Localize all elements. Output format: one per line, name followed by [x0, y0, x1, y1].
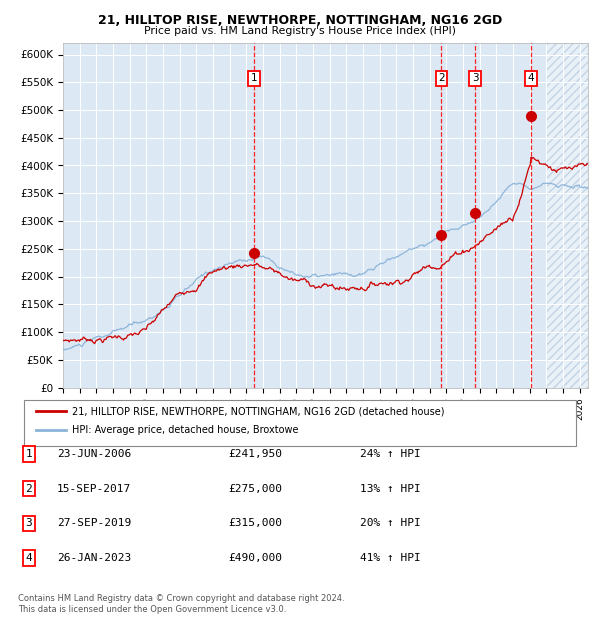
- Text: This data is licensed under the Open Government Licence v3.0.: This data is licensed under the Open Gov…: [18, 604, 286, 614]
- Text: £241,950: £241,950: [228, 449, 282, 459]
- Text: 23-JUN-2006: 23-JUN-2006: [57, 449, 131, 459]
- Text: 24% ↑ HPI: 24% ↑ HPI: [360, 449, 421, 459]
- Text: 26-JAN-2023: 26-JAN-2023: [57, 553, 131, 563]
- Text: £490,000: £490,000: [228, 553, 282, 563]
- Text: 1: 1: [251, 73, 257, 83]
- Text: 20% ↑ HPI: 20% ↑ HPI: [360, 518, 421, 528]
- Text: 27-SEP-2019: 27-SEP-2019: [57, 518, 131, 528]
- Text: 2: 2: [438, 73, 445, 83]
- Text: £315,000: £315,000: [228, 518, 282, 528]
- Text: 1: 1: [25, 449, 32, 459]
- Text: Contains HM Land Registry data © Crown copyright and database right 2024.: Contains HM Land Registry data © Crown c…: [18, 593, 344, 603]
- Text: 3: 3: [472, 73, 479, 83]
- Text: 4: 4: [25, 553, 32, 563]
- Text: 3: 3: [25, 518, 32, 528]
- Text: 15-SEP-2017: 15-SEP-2017: [57, 484, 131, 494]
- Text: 21, HILLTOP RISE, NEWTHORPE, NOTTINGHAM, NG16 2GD (detached house): 21, HILLTOP RISE, NEWTHORPE, NOTTINGHAM,…: [72, 406, 445, 416]
- Text: 41% ↑ HPI: 41% ↑ HPI: [360, 553, 421, 563]
- Text: £275,000: £275,000: [228, 484, 282, 494]
- Text: HPI: Average price, detached house, Broxtowe: HPI: Average price, detached house, Brox…: [72, 425, 299, 435]
- Text: 4: 4: [527, 73, 534, 83]
- Text: Price paid vs. HM Land Registry's House Price Index (HPI): Price paid vs. HM Land Registry's House …: [144, 26, 456, 36]
- Text: 2: 2: [25, 484, 32, 494]
- Text: 21, HILLTOP RISE, NEWTHORPE, NOTTINGHAM, NG16 2GD: 21, HILLTOP RISE, NEWTHORPE, NOTTINGHAM,…: [98, 14, 502, 27]
- Text: 13% ↑ HPI: 13% ↑ HPI: [360, 484, 421, 494]
